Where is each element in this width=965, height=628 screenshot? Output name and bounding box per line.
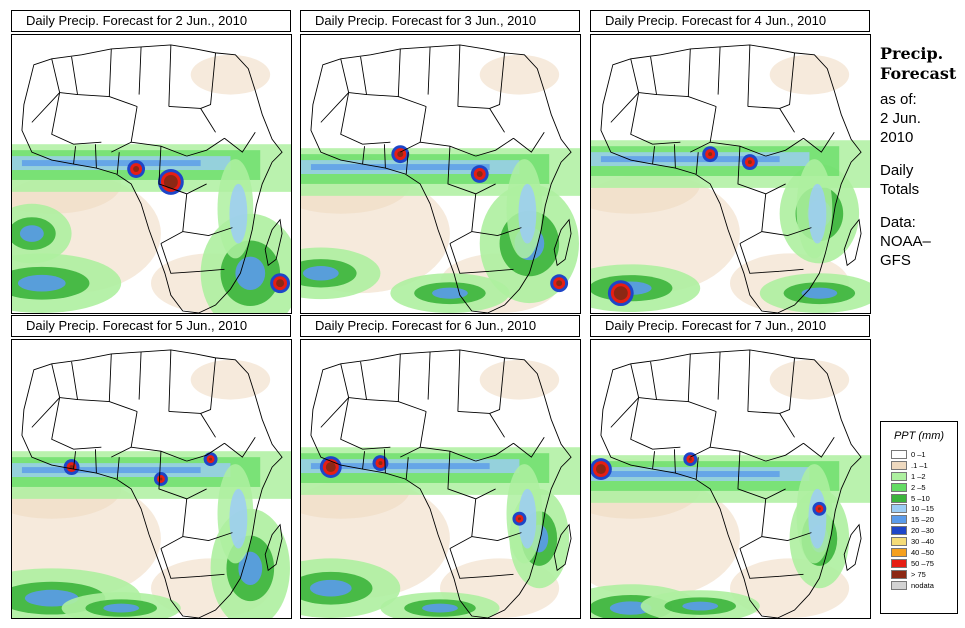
precip-field xyxy=(591,359,870,618)
africa-precip-svg xyxy=(12,349,291,618)
forecast-panel: Daily Precip. Forecast for 6 Jun., 2010 xyxy=(300,315,590,621)
legend: PPT (mm) 0 –1.1 –1 1 –2 2 –5 5 –10 10 –15 15 … xyxy=(880,421,958,614)
legend-label: 0 –1 xyxy=(911,449,926,459)
forecast-panel: Daily Precip. Forecast for 5 Jun., 2010 xyxy=(11,315,301,621)
legend-label: 50 –75 xyxy=(911,558,934,568)
legend-swatch xyxy=(891,471,907,481)
side-title-line: Precip. xyxy=(880,44,944,63)
legend-entry: 2 –5 xyxy=(881,482,957,493)
legend-swatch xyxy=(891,493,907,503)
forecast-panel: Daily Precip. Forecast for 2 Jun., 2010 xyxy=(11,10,301,316)
legend-title: PPT (mm) xyxy=(893,430,945,442)
panel-title: Daily Precip. Forecast for 3 Jun., 2010 xyxy=(300,10,580,32)
panel-title: Daily Precip. Forecast for 5 Jun., 2010 xyxy=(11,315,291,337)
legend-entry: 0 –1 xyxy=(881,449,957,460)
legend-entry: > 75 xyxy=(881,569,957,580)
country-borders xyxy=(310,44,572,313)
forecast-panel: Daily Precip. Forecast for 7 Jun., 2010 xyxy=(590,315,880,621)
as-of-date: 2 Jun. xyxy=(880,110,921,127)
legend-swatch xyxy=(891,482,907,492)
legend-entry: .1 –1 xyxy=(881,460,957,471)
totals-label: Daily xyxy=(880,162,914,179)
legend-label: 5 –10 xyxy=(911,493,930,503)
africa-precip-svg xyxy=(591,349,870,618)
precip-field xyxy=(12,359,291,618)
legend-label: 40 –50 xyxy=(911,547,934,557)
precip-field xyxy=(301,54,580,313)
africa-precip-svg xyxy=(12,44,291,313)
legend-swatch xyxy=(891,569,907,579)
legend-swatch xyxy=(891,526,907,536)
africa-precip-svg xyxy=(591,44,870,313)
legend-entry: 50 –75 xyxy=(881,558,957,569)
side-info: Precip. Forecast as of: 2 Jun. 2010 Dail… xyxy=(880,44,965,270)
legend-swatch xyxy=(891,537,907,547)
legend-entry: 40 –50 xyxy=(881,547,957,558)
legend-swatch xyxy=(891,449,907,459)
legend-entry: 1 –2 xyxy=(881,471,957,482)
panel-title: Daily Precip. Forecast for 6 Jun., 2010 xyxy=(300,315,580,337)
forecast-panel: Daily Precip. Forecast for 4 Jun., 2010 xyxy=(590,10,880,316)
precip-map xyxy=(300,34,581,314)
legend-entry: 5 –10 xyxy=(881,493,957,504)
precip-map xyxy=(11,339,292,619)
precip-map xyxy=(590,34,871,314)
as-of-year: 2010 xyxy=(880,129,914,146)
precip-field xyxy=(591,54,870,313)
country-borders xyxy=(600,349,862,618)
legend-entry: 10 –15 xyxy=(881,503,957,514)
legend-swatch xyxy=(891,580,907,590)
as-of-label: as of: xyxy=(880,91,917,108)
legend-label: nodata xyxy=(911,580,934,590)
legend-swatch xyxy=(891,547,907,557)
data-source-name: NOAA– xyxy=(880,233,931,250)
legend-label: 1 –2 xyxy=(911,471,926,481)
legend-label: 30 –40 xyxy=(911,537,934,547)
legend-label: 10 –15 xyxy=(911,504,934,514)
precip-field xyxy=(301,359,580,618)
side-title-line: Forecast xyxy=(880,64,957,83)
country-borders xyxy=(21,349,283,618)
legend-label: 2 –5 xyxy=(911,482,926,492)
legend-entries: 0 –1.1 –1 1 –2 2 –5 5 –10 10 –15 15 –20 20 –30… xyxy=(881,449,957,591)
legend-entry: 20 –30 xyxy=(881,525,957,536)
legend-swatch xyxy=(891,460,907,470)
legend-swatch xyxy=(891,504,907,514)
panel-title: Daily Precip. Forecast for 2 Jun., 2010 xyxy=(11,10,291,32)
data-source-name: GFS xyxy=(880,252,911,269)
legend-swatch xyxy=(891,515,907,525)
country-borders xyxy=(21,44,283,313)
country-borders xyxy=(600,44,862,313)
panel-title: Daily Precip. Forecast for 7 Jun., 2010 xyxy=(590,315,870,337)
precip-map xyxy=(300,339,581,619)
precip-map xyxy=(590,339,871,619)
forecast-panel: Daily Precip. Forecast for 3 Jun., 2010 xyxy=(300,10,590,316)
panel-title: Daily Precip. Forecast for 4 Jun., 2010 xyxy=(590,10,870,32)
africa-precip-svg xyxy=(301,349,580,618)
legend-label: .1 –1 xyxy=(911,460,928,470)
country-borders xyxy=(310,349,572,618)
legend-label: 20 –30 xyxy=(911,526,934,536)
legend-label: > 75 xyxy=(911,569,926,579)
totals-label: Totals xyxy=(880,181,920,198)
legend-entry: nodata xyxy=(881,580,957,591)
precip-field xyxy=(12,54,291,313)
legend-entry: 30 –40 xyxy=(881,536,957,547)
legend-label: 15 –20 xyxy=(911,515,934,525)
data-source-label: Data: xyxy=(880,214,916,231)
africa-precip-svg xyxy=(301,44,580,313)
legend-entry: 15 –20 xyxy=(881,514,957,525)
legend-swatch xyxy=(891,558,907,568)
precip-map xyxy=(11,34,292,314)
